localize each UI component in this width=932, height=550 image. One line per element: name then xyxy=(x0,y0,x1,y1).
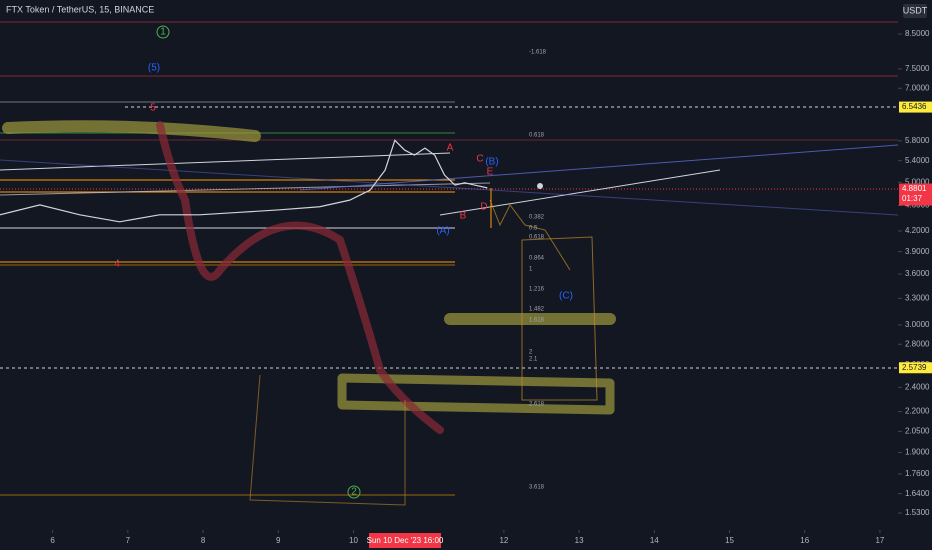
x-tick-label: 12 xyxy=(499,536,508,545)
fib-label: 1 xyxy=(529,267,533,273)
y-tick-label: 7.0000 xyxy=(905,83,930,92)
currency: USDT xyxy=(903,5,928,15)
y-tick-label: 8.5000 xyxy=(905,29,930,38)
fib-label: 1.618 xyxy=(529,318,545,324)
y-tick-label: 5.4000 xyxy=(905,156,930,165)
wave-label: E xyxy=(487,167,494,178)
drawings xyxy=(0,21,899,506)
y-tick-label: 3.0000 xyxy=(905,320,930,329)
fib-label: 1.216 xyxy=(529,287,545,293)
fib-label: 0.618 xyxy=(529,133,545,139)
x-tick-label: 7 xyxy=(126,536,131,545)
y-tick-label: 7.5000 xyxy=(905,64,930,73)
x-tick-label: 14 xyxy=(650,536,659,545)
y-tick-label: 1.6400 xyxy=(905,489,930,498)
y-tick-label: 2.4000 xyxy=(905,382,930,391)
crosshair-label: Sun 10 Dec '23 16:00 xyxy=(367,536,444,545)
price-line xyxy=(0,139,488,223)
wave-circle xyxy=(347,485,361,499)
wave-label: 1 xyxy=(160,27,166,38)
y-tick-label: 1.5300 xyxy=(905,508,930,517)
y-tick-label: 1.9000 xyxy=(905,448,930,457)
fib-label: 2.618 xyxy=(529,402,545,408)
price-label-box xyxy=(899,183,932,206)
fib-label: 0.618 xyxy=(529,235,545,241)
y-tick-label: 5.0000 xyxy=(905,177,930,186)
y-tick-label: 2.8000 xyxy=(905,339,930,348)
x-tick-label: 16 xyxy=(800,536,809,545)
x-tick-label: 8 xyxy=(201,536,206,545)
fib-label: 1.482 xyxy=(529,307,545,313)
fib-label: 0.5 xyxy=(529,226,538,232)
wave-label: C xyxy=(476,154,483,165)
price-label: 6.5436 xyxy=(902,102,927,111)
y-tick-label: 2.0500 xyxy=(905,426,930,435)
wave-label: B xyxy=(460,211,467,222)
wave-label: A xyxy=(447,143,454,154)
wave-label: 5 xyxy=(150,103,156,114)
wave-label: (5) xyxy=(148,63,160,74)
fib-label: 2 xyxy=(529,350,533,356)
x-tick-label: 6 xyxy=(50,536,55,545)
wave-label: (B) xyxy=(485,157,498,168)
price-label-box xyxy=(899,101,932,113)
y-tick-label: 3.6000 xyxy=(905,269,930,278)
y-tick-label: 1.7600 xyxy=(905,469,930,478)
currency-box xyxy=(903,4,927,18)
chart-title: FTX Token / TetherUS, 15, BINANCE xyxy=(6,4,154,14)
fib-label: 0.864 xyxy=(529,256,545,262)
x-tick-label: 10 xyxy=(349,536,358,545)
countdown: 01:37 xyxy=(902,194,923,203)
wave-label: 4 xyxy=(114,259,120,270)
crosshair-box xyxy=(369,533,441,548)
y-tick-label: 4.2000 xyxy=(905,226,930,235)
wave-label: (A) xyxy=(436,226,449,237)
wave-label: D xyxy=(480,202,487,213)
y-axis-panel xyxy=(898,0,932,530)
fib-label: 0.382 xyxy=(529,215,545,221)
y-tick-label: 3.9000 xyxy=(905,247,930,256)
price-label: 4.8801 xyxy=(902,184,927,193)
wave-label: 2 xyxy=(351,487,357,498)
x-tick-label: 17 xyxy=(875,536,884,545)
fib-label: 3.618 xyxy=(529,485,545,491)
fib-label: 2.1 xyxy=(529,357,538,363)
wave-label: (C) xyxy=(559,291,573,302)
x-tick-label: 13 xyxy=(575,536,584,545)
price-label: 2.5739 xyxy=(902,363,927,372)
y-tick-label: 5.8000 xyxy=(905,136,930,145)
y-tick-label: 3.3000 xyxy=(905,293,930,302)
x-tick-label: 15 xyxy=(725,536,734,545)
wave-circle xyxy=(156,25,170,39)
price-label-box xyxy=(899,362,932,374)
y-tick-label: 2.2000 xyxy=(905,407,930,416)
fib-label: -1.618 xyxy=(529,50,547,56)
x-tick-label: 9 xyxy=(276,536,281,545)
